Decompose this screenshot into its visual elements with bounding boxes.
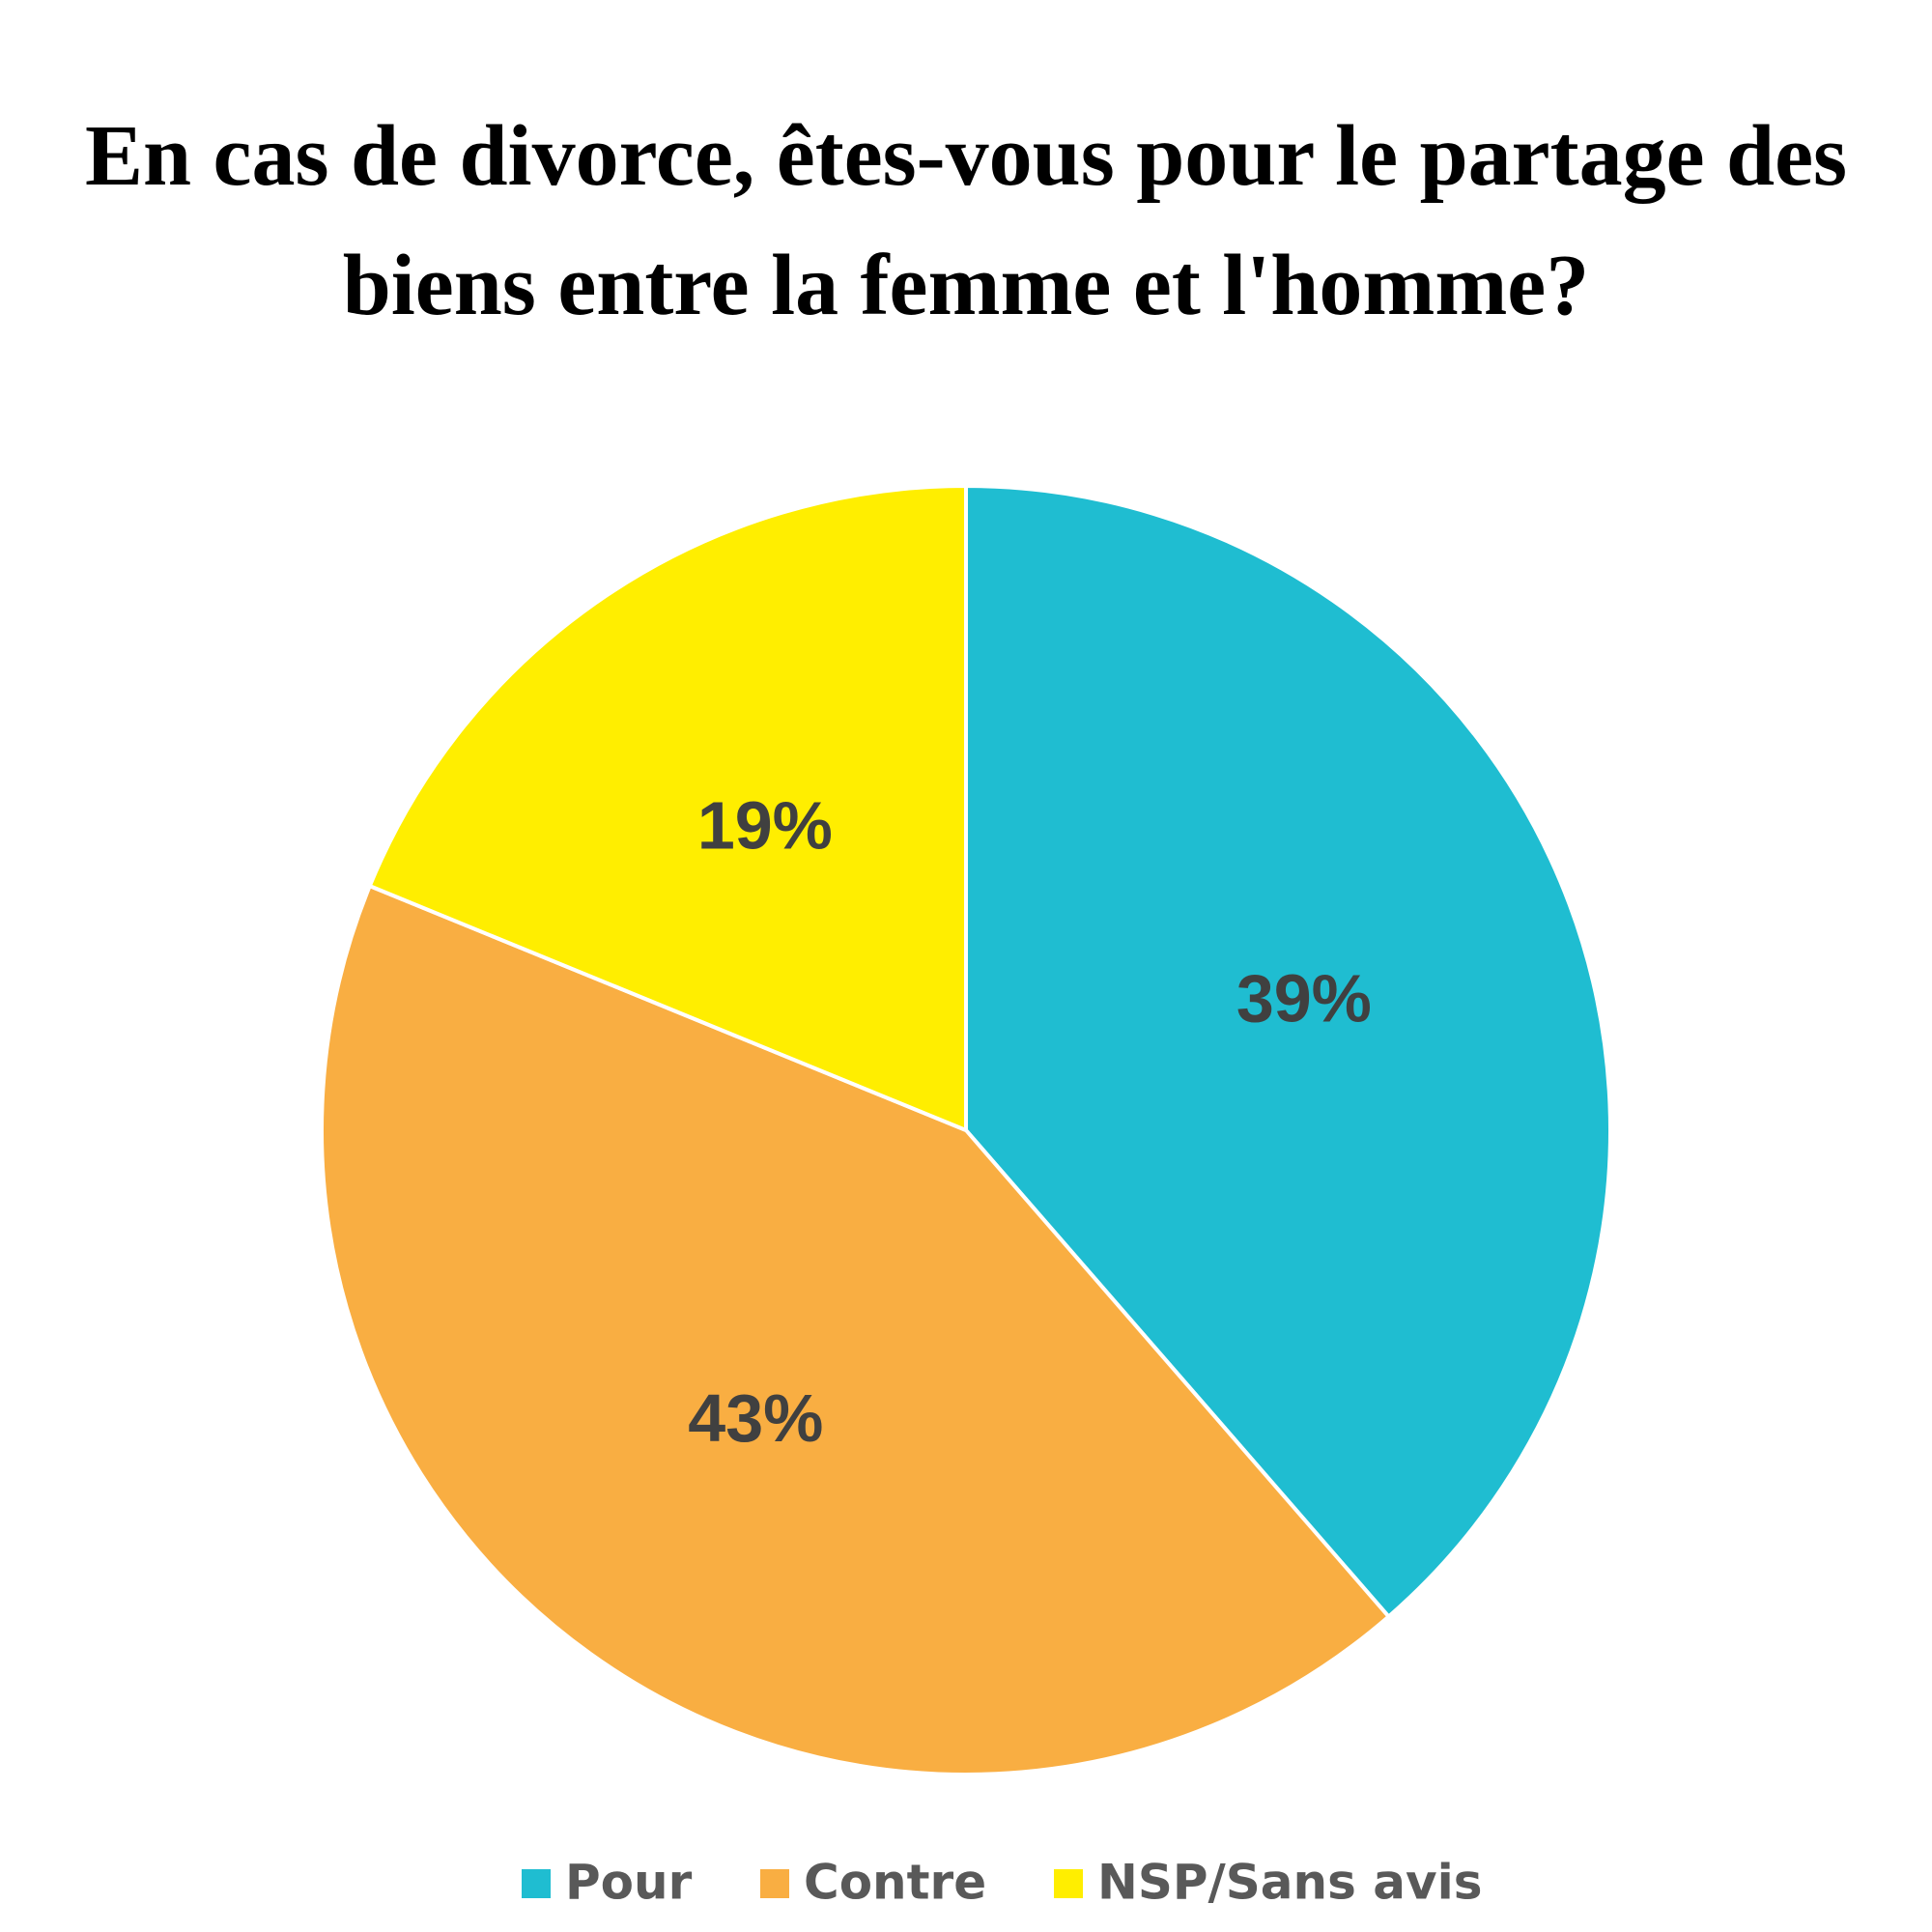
value-label: 39% bbox=[1236, 961, 1372, 1037]
chart-title: En cas de divorce, êtes-vous pour le par… bbox=[84, 108, 1848, 333]
legend-label: NSP/Sans avis bbox=[1097, 1855, 1483, 1911]
pie-slice bbox=[367, 483, 968, 1133]
legend-label: Pour bbox=[565, 1855, 693, 1911]
value-label: 19% bbox=[697, 787, 833, 863]
legend-label: Contre bbox=[804, 1855, 986, 1911]
pie-slice bbox=[964, 483, 1612, 1620]
legend-swatch bbox=[760, 1869, 789, 1898]
legend-swatch bbox=[522, 1869, 551, 1898]
pie-slice bbox=[320, 883, 1392, 1776]
value-label: 43% bbox=[688, 1380, 823, 1456]
legend-swatch bbox=[1054, 1869, 1083, 1898]
